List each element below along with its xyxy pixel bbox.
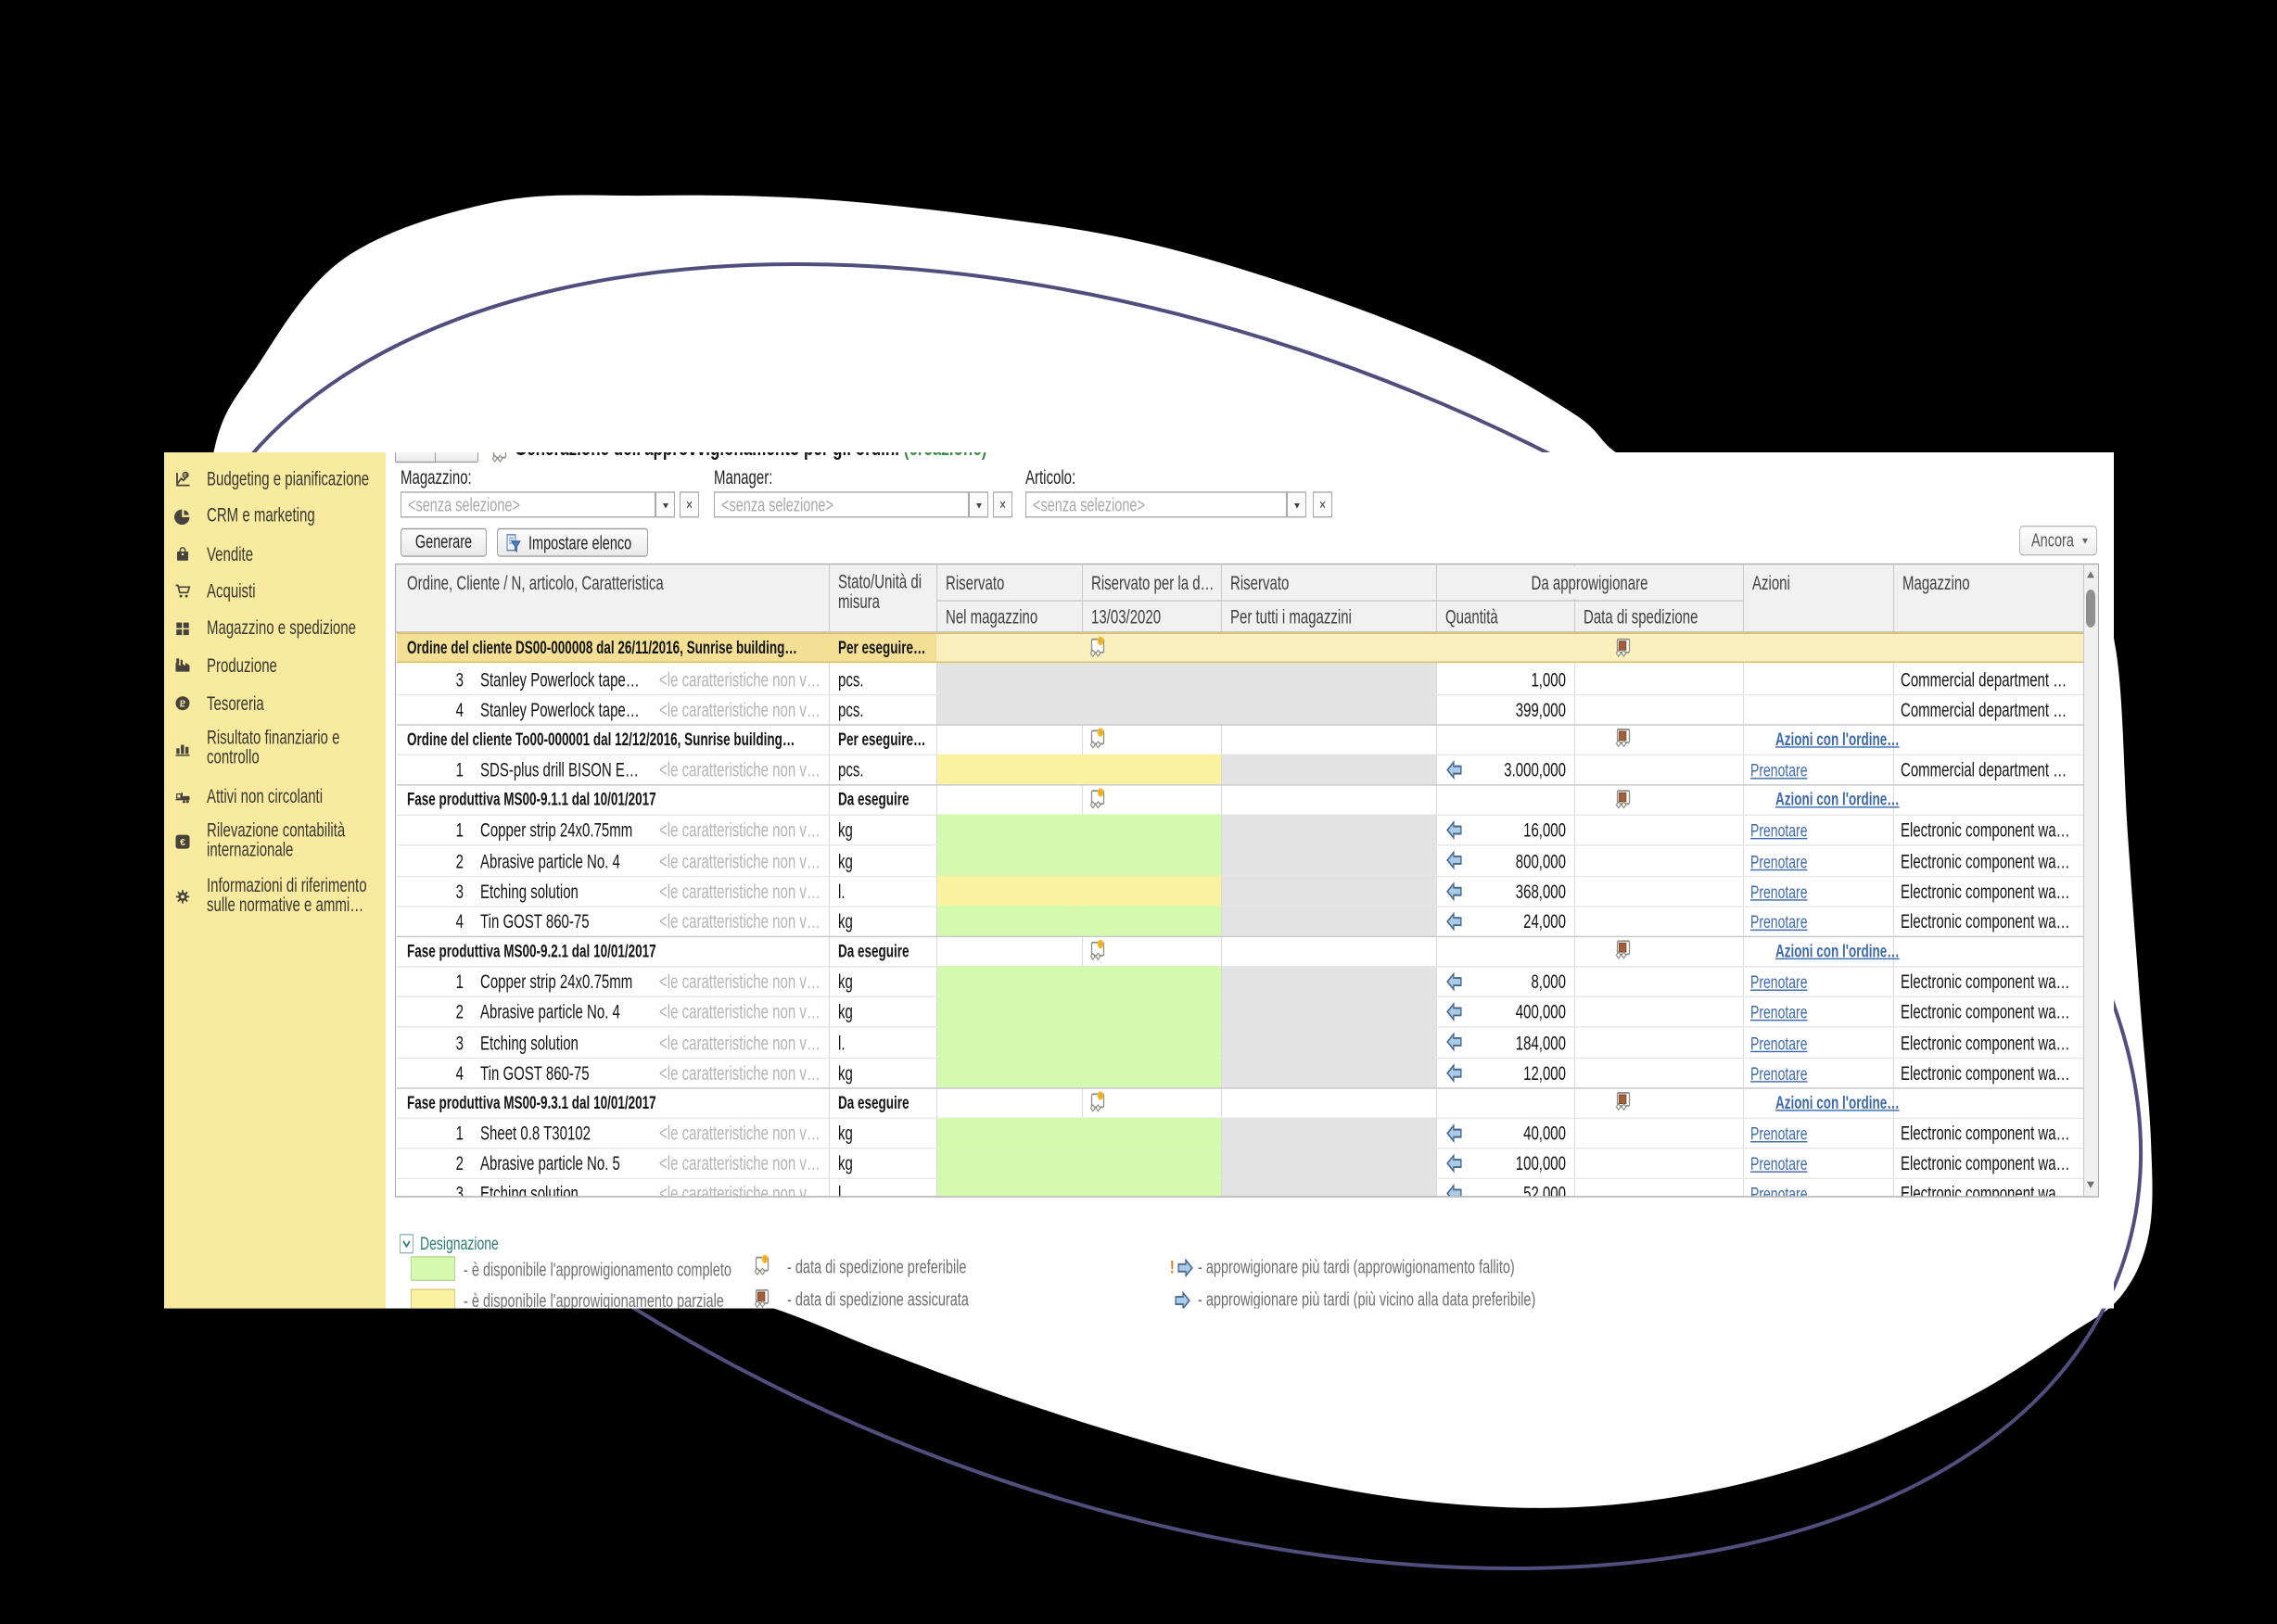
svg-text:P: P [184, 473, 187, 478]
svg-text:P: P [180, 699, 185, 708]
svg-text:€: € [180, 838, 185, 848]
